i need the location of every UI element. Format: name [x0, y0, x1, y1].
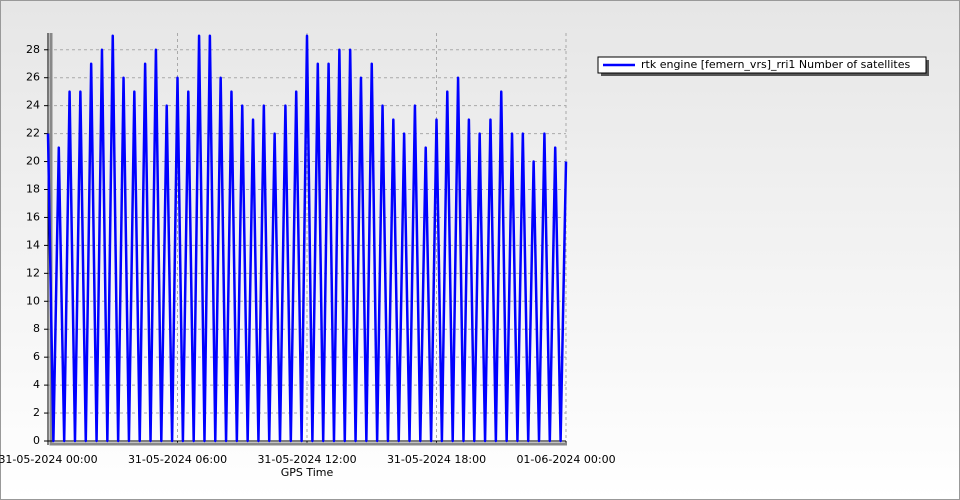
y-tick-label: 12 — [26, 266, 40, 279]
y-tick-label: 20 — [26, 155, 40, 168]
y-tick-label: 26 — [26, 71, 40, 84]
x-tick-label: 31-05-2024 06:00 — [128, 453, 227, 466]
x-tick-label: 31-05-2024 00:00 — [0, 453, 98, 466]
y-tick-label: 2 — [33, 406, 40, 419]
legend-label: rtk engine [femern_vrs]_rri1 Number of s… — [641, 58, 910, 71]
y-tick-label: 10 — [26, 294, 40, 307]
x-tick-label: 01-06-2024 00:00 — [516, 453, 615, 466]
y-tick-label: 6 — [33, 350, 40, 363]
y-tick-label: 4 — [33, 378, 40, 391]
y-tick-label: 24 — [26, 99, 40, 112]
data-line — [46, 34, 568, 443]
y-tick-label: 28 — [26, 43, 40, 56]
y-tick-label: 14 — [26, 238, 40, 251]
x-tick-label: 31-05-2024 18:00 — [387, 453, 486, 466]
y-tick-label: 8 — [33, 322, 40, 335]
x-tick-label: 31-05-2024 12:00 — [257, 453, 356, 466]
y-tick-label: 16 — [26, 210, 40, 223]
y-tick-label: 22 — [26, 127, 40, 140]
y-tick-label: 0 — [33, 434, 40, 447]
legend-box — [597, 56, 927, 74]
y-tick-label: 18 — [26, 182, 40, 195]
x-axis-title: GPS Time — [281, 466, 334, 479]
axis-shadow — [49, 33, 567, 446]
